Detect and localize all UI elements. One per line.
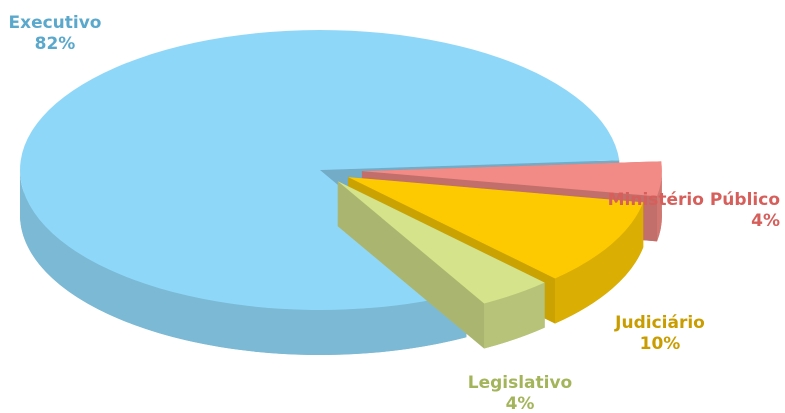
slice-top <box>348 177 644 279</box>
slice-top <box>20 29 620 310</box>
pie-slice <box>337 181 545 349</box>
slice-label-value: 10% <box>640 334 681 354</box>
slice-label-name: Legislativo <box>468 373 573 393</box>
pie-slice <box>20 29 620 355</box>
slice-outer-wall <box>657 171 662 242</box>
slice-label-value: 82% <box>35 34 76 54</box>
slice-label-name: Judiciário <box>614 313 705 333</box>
slice-radial-wall <box>337 181 485 349</box>
slice-top <box>361 161 662 197</box>
slice-label-value: 4% <box>506 394 535 413</box>
slice-outer-wall <box>555 202 644 324</box>
slice-outer-wall <box>484 282 545 349</box>
slice-label-value: 4% <box>751 211 780 231</box>
slice-outer-wall <box>20 170 467 355</box>
slice-label-name: Ministério Público <box>608 190 780 210</box>
slice-top <box>337 181 545 304</box>
slice-label-name: Executivo <box>8 13 101 33</box>
